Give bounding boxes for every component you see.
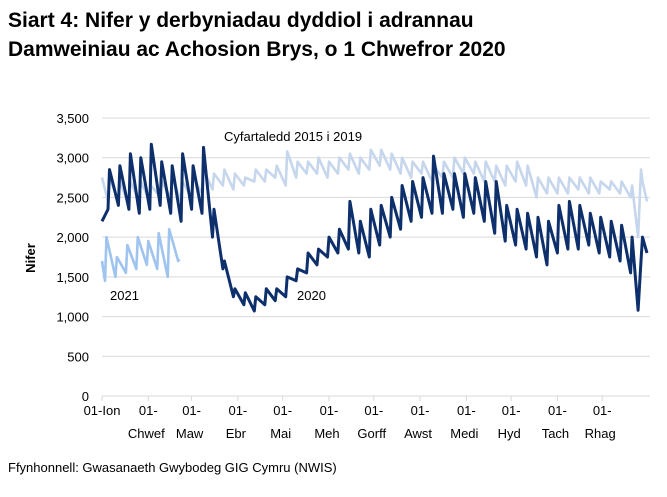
y-tick-label: 0 <box>82 389 89 404</box>
title-line-2: Damweiniau ac Achosion Brys, o 1 Chwefro… <box>8 38 506 61</box>
x-tick-labels: 01-Ion 01- Chwef 01- Maw 01- Ebr 01- Mai 01- Meh 01… <box>84 396 616 441</box>
series-lines <box>100 142 649 313</box>
x-tick-label-month: Rhag <box>585 426 616 441</box>
y-tick-labels: 0 500 1,000 1,500 2,000 2,500 3,000 3,500 <box>56 111 89 404</box>
x-tick-label-month: Awst <box>404 426 432 441</box>
y-tick-label: 1,000 <box>56 310 89 325</box>
source-note: Ffynhonnell: Gwasanaeth Gwybodeg GIG Cym… <box>8 460 337 475</box>
y-tick-label: 3,000 <box>56 151 89 166</box>
x-tick-label: 01- <box>273 403 292 418</box>
x-tick-label: 01-Ion <box>84 403 121 418</box>
x-tick-label: 01- <box>411 403 430 418</box>
x-tick-label-month: Maw <box>176 426 204 441</box>
y-tick-label: 1,500 <box>56 270 89 285</box>
chart-title: Siart 4: Nifer y derbyniadau dyddiol i a… <box>8 6 667 64</box>
y-tick-label: 500 <box>67 349 89 364</box>
x-tick-label-month: Meh <box>314 426 339 441</box>
y-axis-label: Nifer <box>23 243 38 273</box>
x-tick-label-month: Ebr <box>226 426 247 441</box>
series-line-2020 <box>100 142 649 313</box>
y-tick-label: 3,500 <box>56 111 89 126</box>
x-tick-label: 01- <box>502 403 521 418</box>
x-tick-label-month: Mai <box>270 426 291 441</box>
x-tick-label: 01- <box>139 403 158 418</box>
x-tick-label-month: Chwef <box>128 426 165 441</box>
y-tick-label: 2,000 <box>56 230 89 245</box>
x-tick-label-month: Hyd <box>498 426 521 441</box>
annotation-average: Cyfartaledd 2015 i 2019 <box>224 129 362 144</box>
x-tick-label: 01- <box>548 403 567 418</box>
x-tick-label-month: Tach <box>542 426 569 441</box>
x-tick-label-month: Gorff <box>357 426 386 441</box>
title-line-1: Siart 4: Nifer y derbyniadau dyddiol i a… <box>8 9 474 32</box>
series-line-2021 <box>100 227 181 283</box>
x-tick-label: 01- <box>593 403 612 418</box>
annotation-2020: 2020 <box>297 288 326 303</box>
x-tick-label: 01- <box>457 403 476 418</box>
y-tick-label: 2,500 <box>56 190 89 205</box>
x-tick-label: 01- <box>182 403 201 418</box>
x-tick-label: 01- <box>364 403 383 418</box>
annotation-2021: 2021 <box>110 288 139 303</box>
x-tick-label: 01- <box>228 403 247 418</box>
x-tick-label: 01- <box>320 403 339 418</box>
x-tick-label-month: Medi <box>450 426 478 441</box>
